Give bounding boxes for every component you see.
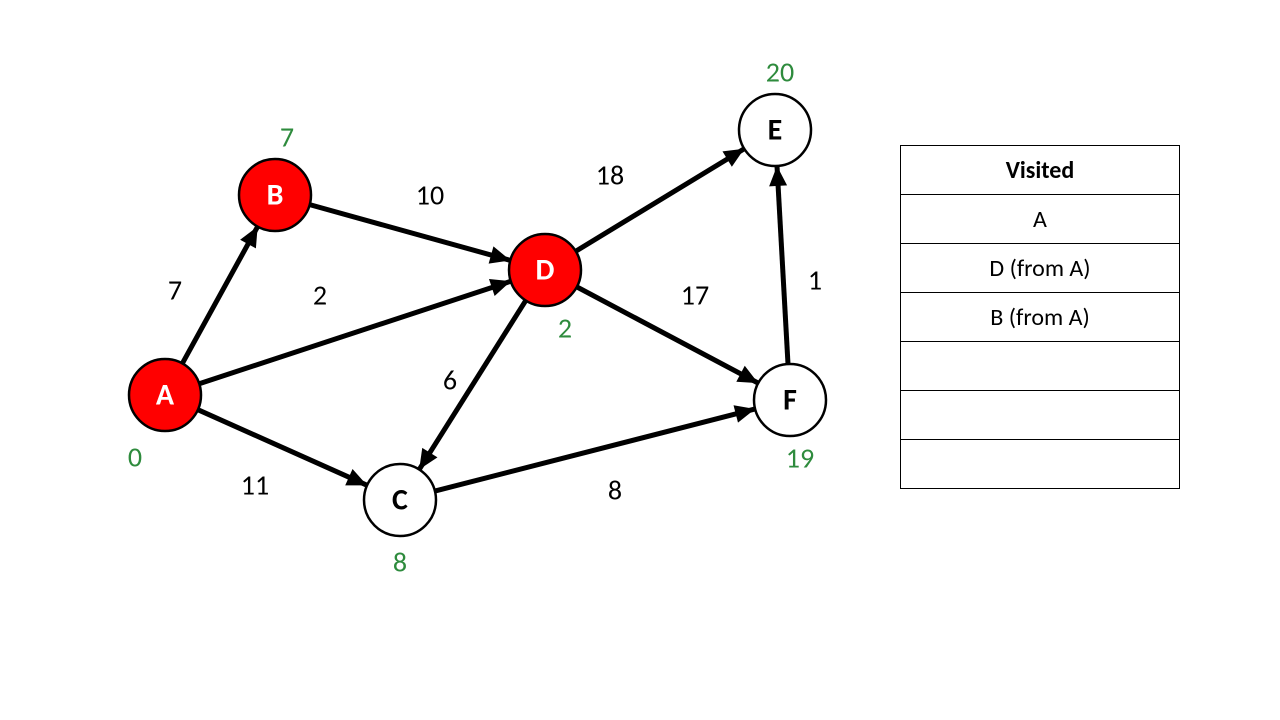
edge-B-D: [310, 205, 511, 261]
edge-weight-F-E: 1: [808, 263, 822, 298]
node-dist-F: 19: [786, 441, 814, 476]
table-row: [901, 440, 1180, 489]
node-label-E: E: [768, 112, 783, 149]
node-dist-D: 2: [558, 311, 572, 346]
node-dist-C: 8: [393, 545, 407, 580]
visited-cell-1: D (from A): [901, 244, 1180, 293]
edge-weight-A-D: 2: [313, 278, 327, 313]
edge-C-F: [435, 409, 755, 491]
node-label-D: D: [536, 252, 555, 289]
node-label-F: F: [783, 382, 797, 419]
diagram-stage: 7211101817681A0B7C8D2E20F19VisitedAD (fr…: [0, 0, 1280, 720]
edge-D-F: [577, 287, 758, 383]
table-row: B (from A): [901, 293, 1180, 342]
arrowhead-F-E: [769, 166, 787, 186]
edge-weight-A-C: 11: [241, 468, 269, 503]
node-label-C: C: [392, 482, 408, 519]
edge-D-C: [419, 300, 526, 469]
node-dist-B: 7: [280, 120, 294, 155]
edge-weight-C-F: 8: [608, 473, 622, 508]
edge-weight-D-E: 18: [596, 158, 624, 193]
visited-header: Visited: [901, 146, 1180, 195]
edge-A-D: [199, 281, 511, 384]
visited-cell-5: [901, 440, 1180, 489]
visited-cell-3: [901, 342, 1180, 391]
visited-cell-2: B (from A): [901, 293, 1180, 342]
edge-weight-B-D: 10: [416, 178, 444, 213]
nodes-group: A0B7C8D2E20F19: [128, 55, 826, 580]
node-label-A: A: [156, 377, 175, 414]
table-row: D (from A): [901, 244, 1180, 293]
node-label-B: B: [267, 177, 284, 214]
table-row: [901, 342, 1180, 391]
table-row: [901, 391, 1180, 440]
node-dist-E: 20: [766, 55, 794, 90]
edge-A-B: [182, 227, 257, 364]
edge-weight-A-B: 7: [168, 273, 182, 308]
edge-weight-D-F: 17: [681, 278, 709, 313]
visited-table: VisitedAD (from A)B (from A): [900, 145, 1180, 489]
edge-F-E: [777, 166, 788, 364]
edge-A-C: [198, 410, 367, 486]
node-dist-A: 0: [128, 440, 142, 475]
visited-cell-4: [901, 391, 1180, 440]
arrowhead-A-D: [489, 279, 511, 296]
table-row: A: [901, 195, 1180, 244]
visited-cell-0: A: [901, 195, 1180, 244]
edge-weight-D-C: 6: [443, 363, 457, 398]
